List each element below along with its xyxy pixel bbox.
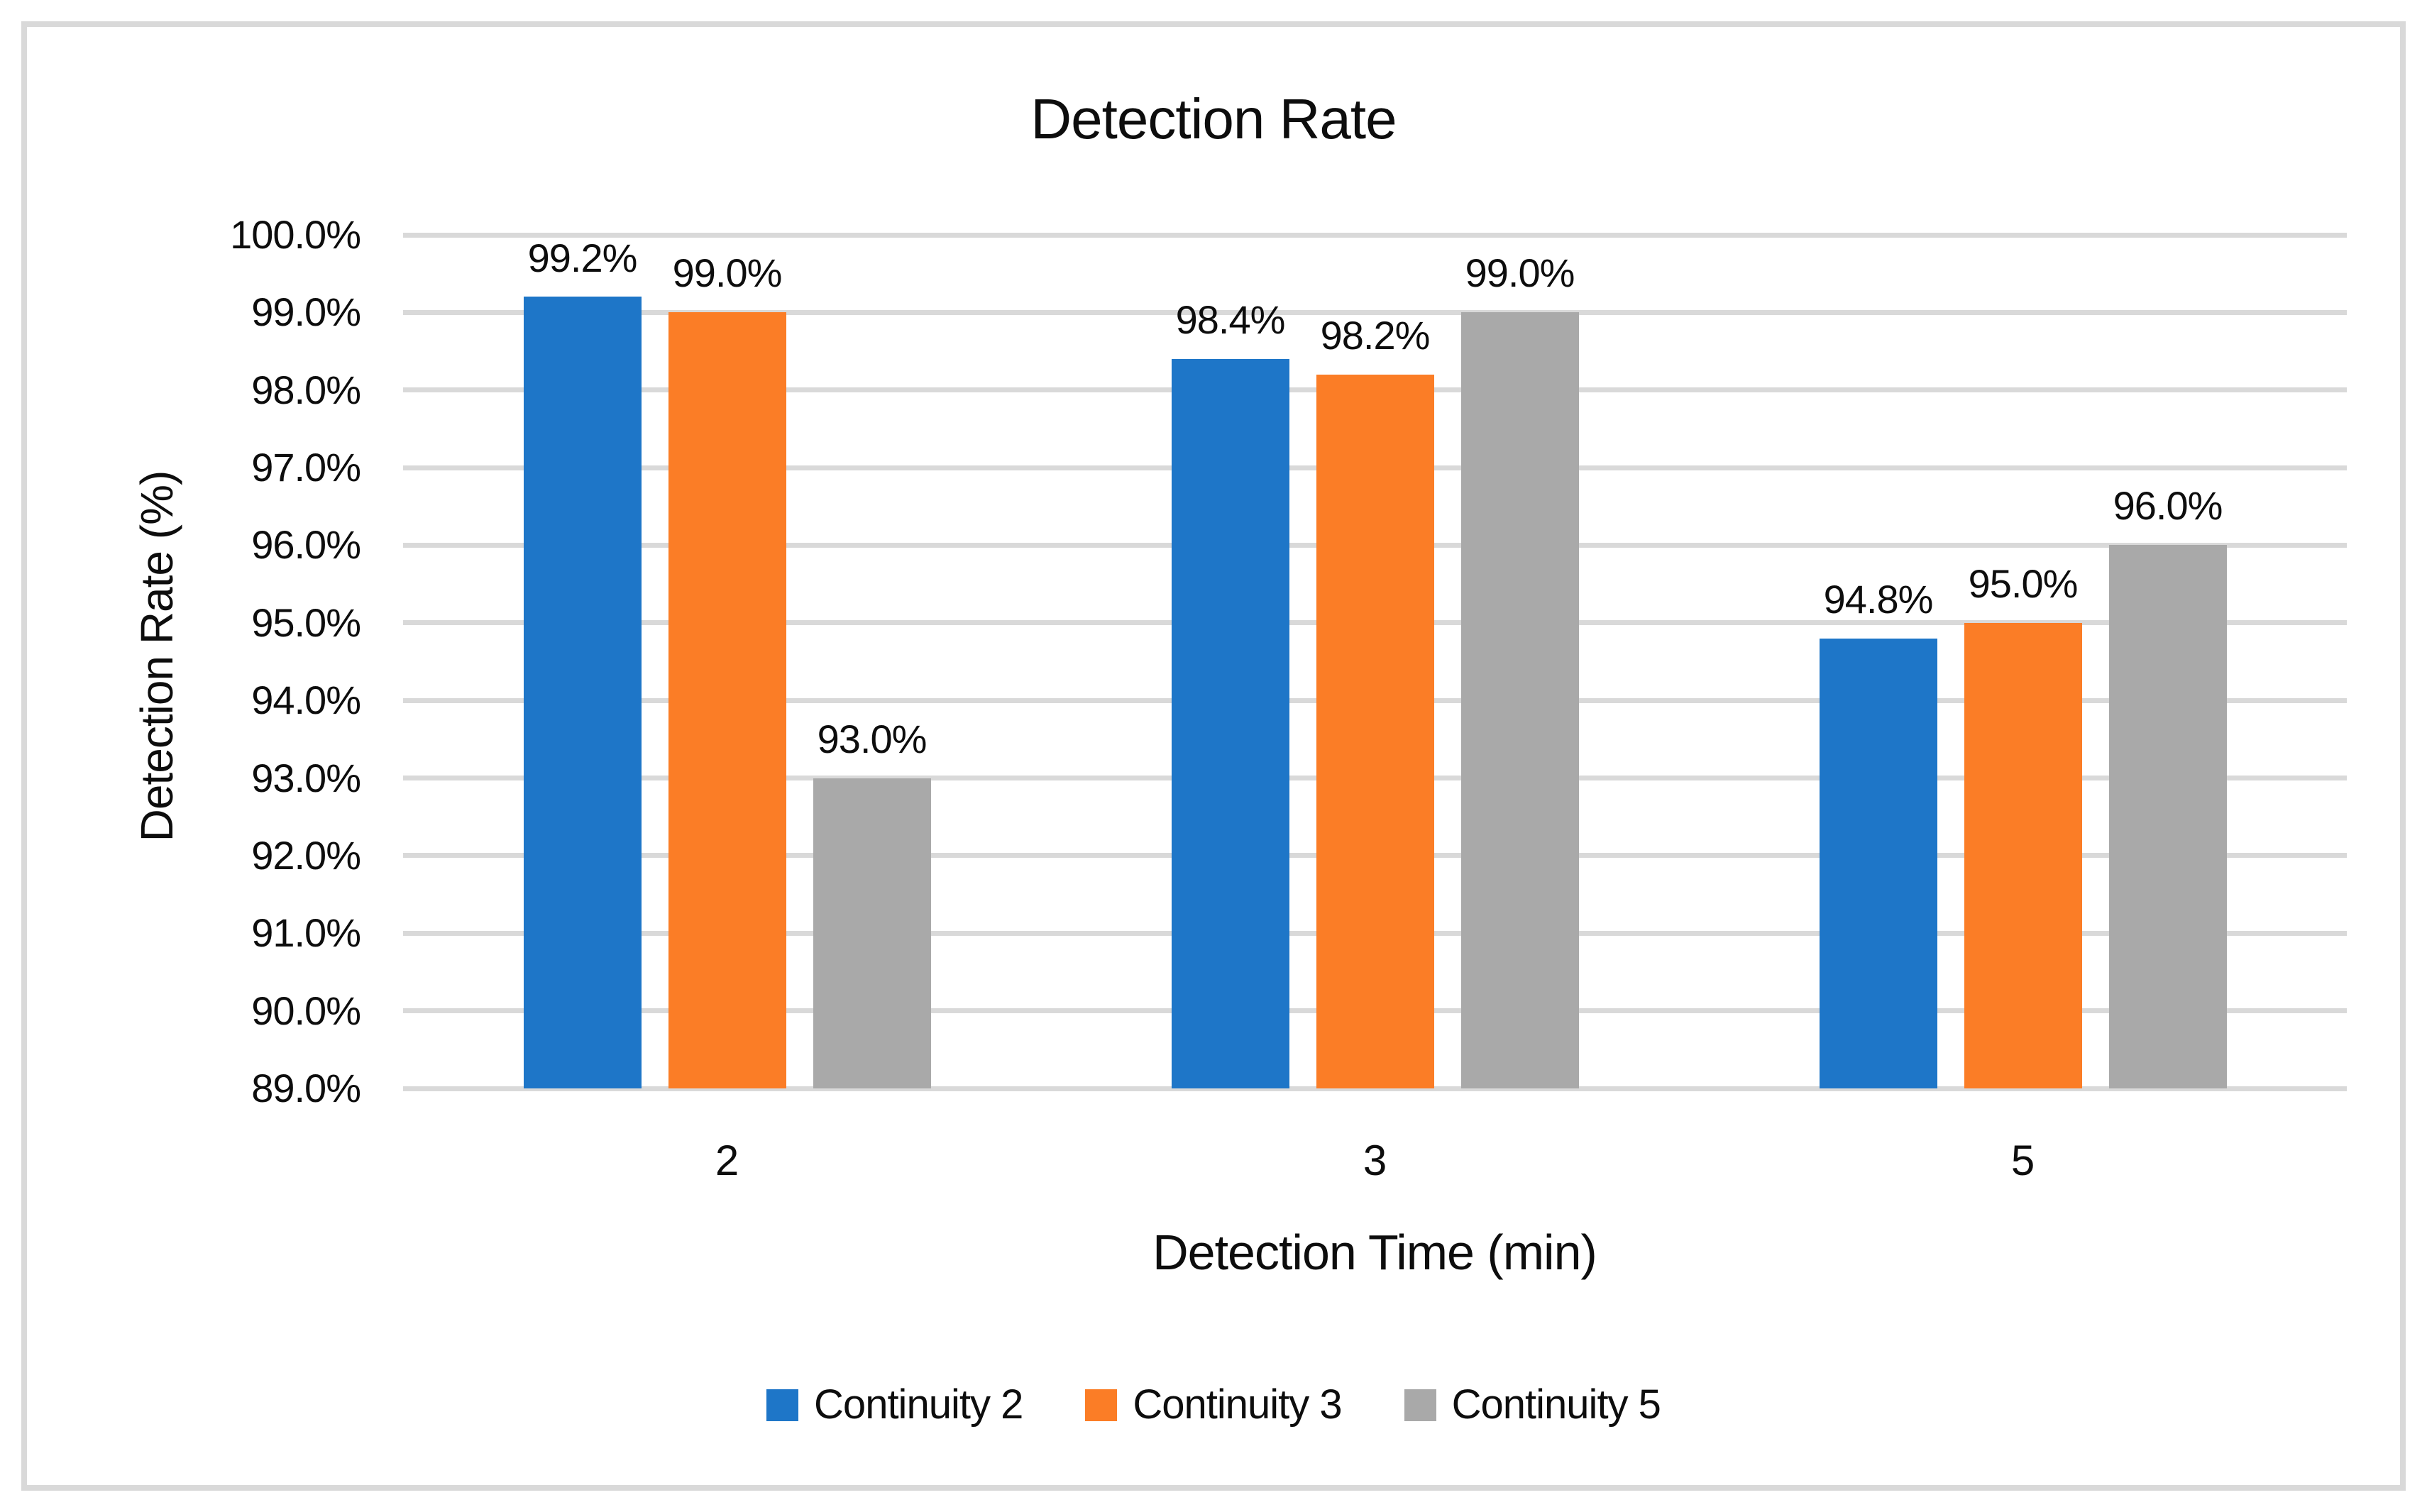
gridline [403,232,2347,238]
y-tick-label: 92.0% [251,832,361,878]
x-tick-label: 2 [715,1137,739,1184]
bar-continuity-5-cat-2 [813,778,931,1088]
bar-continuity-2-cat-5 [1819,638,1937,1088]
y-tick-label: 97.0% [251,445,361,490]
legend-item-continuity-5: Continuity 5 [1404,1381,1661,1429]
x-tick-label: 5 [2010,1137,2035,1184]
y-tick-label: 99.0% [251,289,361,335]
y-tick-label: 90.0% [251,988,361,1033]
y-tick-label: 91.0% [251,910,361,956]
bar-continuity-3-cat-2 [668,312,786,1088]
gridline [403,1086,2347,1091]
chart-title: Detection Rate [1030,87,1397,150]
data-label: 99.0% [672,250,783,296]
legend-item-continuity-2: Continuity 2 [766,1381,1023,1429]
data-label: 98.2% [1320,312,1431,358]
data-label: 99.0% [1465,250,1575,296]
data-label: 94.8% [1823,576,1934,622]
bar-continuity-2-cat-2 [523,297,642,1088]
bar-continuity-2-cat-3 [1171,358,1289,1088]
y-tick-label: 100.0% [230,212,361,257]
bar-continuity-5-cat-3 [1460,312,1579,1088]
legend-swatch-icon [1085,1389,1118,1421]
chart-figure: Detection Rate Detection Rate (%) 100.0%… [21,21,2406,1491]
bar-continuity-3-cat-5 [1964,622,2082,1088]
y-tick-label: 98.0% [251,367,361,412]
data-label: 96.0% [2113,483,2223,529]
plot-area: 99.2% 99.0% 93.0% 98.4% 98.2% 99.0% 94.8% 95.0%… [403,232,2347,1091]
legend-label: Continuity 3 [1133,1381,1342,1428]
x-axis-title: Detection Time (min) [1152,1225,1597,1280]
data-label: 93.0% [817,716,928,761]
data-label: 98.4% [1175,297,1286,342]
data-label: 95.0% [1968,561,2079,606]
x-tick-label: 3 [1363,1137,1387,1184]
legend-label: Continuity 5 [1451,1381,1661,1428]
y-tick-label: 89.0% [251,1066,361,1110]
bar-continuity-5-cat-5 [2108,545,2227,1088]
gridline [403,309,2347,315]
y-tick-label: 93.0% [251,755,361,800]
legend-swatch-icon [766,1389,799,1421]
y-tick-label: 96.0% [251,522,361,568]
bar-continuity-3-cat-3 [1316,374,1434,1088]
y-tick-label: 94.0% [251,678,361,723]
legend-label: Continuity 2 [814,1381,1023,1428]
legend-swatch-icon [1404,1389,1436,1421]
legend: Continuity 2 Continuity 3 Continuity 5 [27,1381,2400,1429]
y-tick-label: 95.0% [251,600,361,645]
legend-item-continuity-3: Continuity 3 [1085,1381,1343,1429]
data-label: 99.2% [527,235,638,280]
